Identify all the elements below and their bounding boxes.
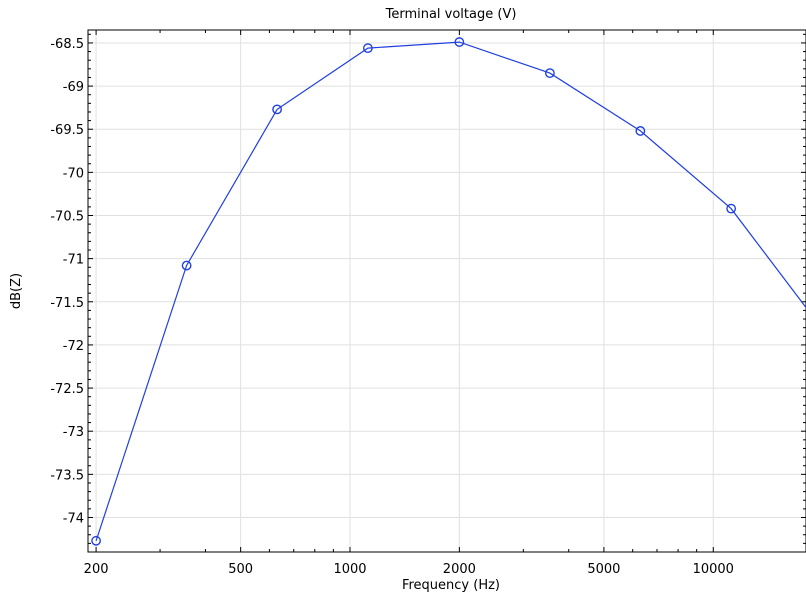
x-tick-label: 10000 [693, 562, 734, 577]
x-tick-label: 5000 [587, 562, 620, 577]
series-line [95, 41, 806, 541]
plot-frame [87, 29, 806, 553]
grid [88, 30, 806, 552]
y-tick-label: -71 [63, 253, 84, 268]
data-point [726, 203, 737, 214]
x-tick-labels: 200 500 1000 2000 5000 10000 [84, 562, 734, 577]
y-tick-label: -73.5 [50, 468, 84, 483]
y-tick-label: -71.5 [50, 296, 84, 311]
y-tick-labels: -68.5 -69 -69.5 -70 -70.5 -71 -71.5 -72 -72.5 -73… [50, 37, 84, 527]
x-tick-label: 2000 [443, 562, 476, 577]
data-series [91, 37, 806, 546]
y-tick-label: -68.5 [50, 37, 84, 52]
y-tick-label: -73 [63, 425, 84, 440]
data-point [181, 260, 192, 271]
y-tick-label: -69.5 [50, 123, 84, 138]
y-tick-label: -70.5 [50, 210, 84, 225]
data-point [635, 126, 646, 136]
y-axis-label: dB(Z) [9, 273, 24, 309]
data-point [544, 68, 555, 79]
x-tick-label: 200 [84, 562, 109, 577]
data-point [454, 37, 465, 47]
x-tick-label: 500 [228, 562, 253, 577]
y-tick-label: -70 [63, 166, 84, 181]
data-point [91, 535, 101, 546]
data-point [272, 104, 283, 115]
y-tick-label: -72.5 [50, 382, 84, 397]
y-tick-label: -72 [63, 339, 84, 354]
data-point [362, 43, 373, 54]
axis-ticks [88, 30, 806, 553]
x-tick-label: 1000 [333, 562, 366, 577]
chart-title: Terminal voltage (V) [385, 7, 517, 22]
x-axis-label: Frequency (Hz) [402, 578, 500, 593]
y-tick-label: -69 [63, 80, 84, 95]
y-tick-label: -74 [63, 511, 84, 526]
